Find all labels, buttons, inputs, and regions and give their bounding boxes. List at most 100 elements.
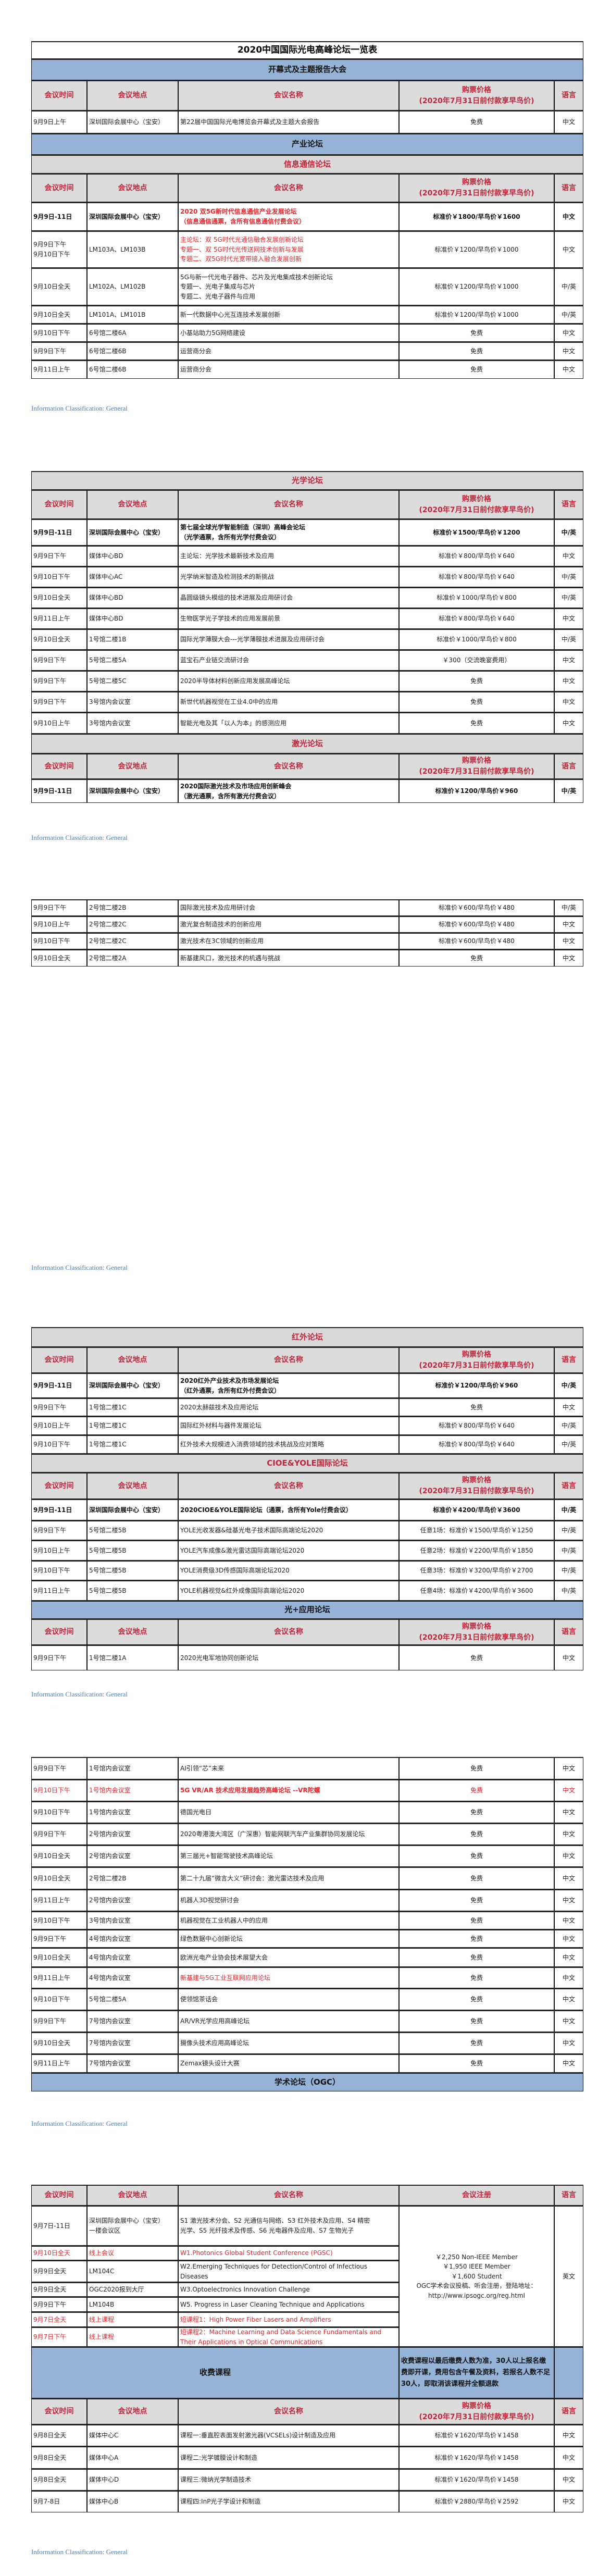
cell-place: 深圳国际会展中心（宝安） 一楼会议区 — [87, 2206, 178, 2246]
section-band-text: CIOE&YOLE国际论坛 — [267, 1458, 348, 1468]
cell-price-text: 任意3场：标准价￥3200/早鸟价￥2700 — [420, 1567, 533, 1575]
cell-lang: 中文 — [554, 1929, 583, 1948]
cell-price-text: 免费 — [470, 1403, 483, 1411]
section-band: 开幕式及主题报告大会 — [31, 59, 583, 80]
cell-time: 9月10日下午 — [31, 1435, 87, 1454]
cell-lang: 中文 — [554, 2424, 583, 2446]
cell-name-text: W5. Progress in Laser Cleaning Technique… — [180, 2300, 365, 2308]
cell-place-text: LM103A、LM103B — [89, 245, 146, 253]
header-time-text: 会议时间 — [44, 1628, 74, 1636]
cell-place: 1号馆内会议室 — [87, 1779, 178, 1801]
cell-price: 标准价￥1500/早鸟价￥1200 — [399, 519, 554, 546]
cell-time: 9月9日下午 — [31, 671, 87, 691]
cell-price-text: 标准价￥800/早鸟价￥640 — [439, 1422, 515, 1430]
header-place-text: 会议地点 — [118, 2191, 147, 2199]
header-place-text: 会议地点 — [118, 183, 147, 192]
header-name-text: 会议名称 — [274, 1356, 303, 1364]
header-name: 会议名称 — [178, 753, 399, 779]
cell-time: 9月10日全天 — [31, 629, 87, 650]
cell-price: 标准价￥1200/早鸟价￥1000 — [399, 305, 554, 324]
cell-place: 深圳国际会展中心（宝安） — [87, 779, 178, 803]
cell-price-text: 标准价￥600/早鸟价￥480 — [439, 937, 515, 945]
cell-price-text: 免费 — [470, 329, 483, 337]
cell-place: 线上会议 — [87, 2246, 178, 2260]
section-band-text: 开幕式及主题报告大会 — [268, 65, 346, 75]
cell-price-text: 免费 — [470, 1764, 483, 1772]
cell-place-text: 1号馆二楼1A — [89, 1654, 127, 1662]
cell-lang-text: 中/英 — [561, 1527, 577, 1534]
cell-place-text: 深圳国际会展中心（宝安） — [89, 787, 165, 795]
cell-place: 1号馆二楼1C — [87, 1416, 178, 1435]
cell-lang-text: 中/英 — [561, 528, 577, 536]
cell-price: 标准价￥600/早鸟价￥480 — [399, 933, 554, 949]
header-price-text: 购票价格 — [462, 1350, 491, 1359]
cell-price: 免费 — [399, 1823, 554, 1845]
cell-place-text: 深圳国际会展中心（宝安） — [89, 213, 165, 220]
header-name: 会议名称 — [178, 2398, 399, 2424]
cell-price-text: 标准价￥1620/早鸟价￥1458 — [434, 2454, 519, 2461]
cell-name: 第22届中国国际光电博览会开幕式及主题大会报告 — [178, 110, 399, 133]
cell-place-text: 6号馆二楼6A — [89, 329, 127, 337]
cell-place-text: 深圳国际会展中心（宝安） — [89, 118, 165, 126]
cell-time-text: 9月9日-11日 — [33, 1382, 72, 1390]
cell-place: 3号馆内会议室 — [87, 712, 178, 734]
cell-time-text: 9月10日上午 — [33, 719, 70, 727]
cell-lang: 中文 — [554, 933, 583, 949]
header-time-text: 会议时间 — [44, 183, 74, 192]
cell-price: 免费 — [399, 2010, 554, 2032]
cell-place: 6号馆二楼6B — [87, 342, 178, 360]
header-place-text: 会议地点 — [118, 91, 147, 100]
cell-price-text: 免费 — [470, 1974, 483, 1981]
cell-lang: 英文 — [554, 2206, 583, 2347]
cell-time-text: 9月7日-11日 — [33, 2222, 70, 2230]
cell-name: 晶圆级镜头模组的技术进展及应用研讨会 — [178, 587, 399, 608]
cell-price-text: 免费 — [470, 118, 483, 126]
cell-name-text: W1.Photonics Global Student Conference (… — [180, 2249, 333, 2257]
section-band: 红外论坛 — [31, 1327, 583, 1347]
header-place: 会议地点 — [87, 2398, 178, 2424]
section-band-text: 光+应用论坛 — [284, 1605, 330, 1615]
cell-name-text: 2020光电军地协同创新论坛 — [180, 1654, 259, 1662]
cell-time-text: 9月9日下午 — [33, 1830, 67, 1838]
cell-name: W2.Emerging Techniques for Detection/Con… — [178, 2260, 399, 2282]
cell-lang: 中文 — [554, 671, 583, 691]
cell-place-text: LM104C — [89, 2268, 115, 2275]
cell-price: 免费 — [399, 712, 554, 734]
cell-time: 9月9日全天 — [31, 2282, 87, 2297]
cell-place-text: 1号馆二楼1C — [89, 1403, 127, 1411]
header-price-text: (2020年7月31日前付款享早鸟价) — [419, 505, 534, 514]
cell-place-text: 2号馆内会议室 — [89, 1852, 131, 1860]
cell-name-text: AI引领“芯”未来 — [180, 1764, 225, 1772]
cell-price-text: 免费 — [470, 1953, 483, 1961]
cell-place: OGC2020报到大厅 — [87, 2282, 178, 2297]
cell-lang-text: 英文 — [562, 2272, 575, 2280]
cell-time: 9月10日全天 — [31, 1948, 87, 1967]
cell-time: 9月10日下午 — [31, 1988, 87, 2010]
cell-name-text: 第三届光+智能驾驶技术高峰论坛 — [180, 1852, 273, 1860]
cell-place: 线上课程 — [87, 2312, 178, 2327]
cell-name-text: S1 激光技术分会、S2 光通信与网络、S3 红外技术及应用、S4 精密 — [180, 2217, 370, 2225]
cell-price: 标准价￥1620/早鸟价￥1458 — [399, 2469, 554, 2491]
cell-time: 9月9日下午 — [31, 2297, 87, 2312]
cell-price: 免费 — [399, 110, 554, 133]
cell-name: W5. Progress in Laser Cleaning Technique… — [178, 2297, 399, 2312]
cell-place: 2号馆内会议室 — [87, 1889, 178, 1911]
header-name: 会议名称 — [178, 2185, 399, 2206]
cell-name-text: （信息通信通票，含所有信息通信付费会议） — [180, 218, 306, 225]
cell-place-text: 1号馆二楼1C — [89, 1422, 127, 1430]
header-price-text: 购票价格 — [462, 1476, 491, 1484]
cell-time: 9月9日-11日 — [31, 779, 87, 803]
cell-time: 9月9日下午 — [31, 899, 87, 916]
cell-place: LM103A、LM103B — [87, 231, 178, 268]
cell-time: 9月10日下午 — [31, 1911, 87, 1929]
cell-lang-text: 中文 — [562, 1916, 575, 1924]
header-lang: 语言 — [554, 80, 583, 110]
cell-place-text: 2号馆二楼2C — [89, 921, 127, 928]
cell-place: 7号馆内会议室 — [87, 2010, 178, 2032]
cell-time: 9月10日全天 — [31, 2032, 87, 2054]
cell-time: 9月9日下午 — [31, 1520, 87, 1540]
cell-price: 免费 — [399, 1929, 554, 1948]
header-lang: 语言 — [554, 1347, 583, 1373]
cell-place-text: 5号馆二楼5A — [89, 1996, 127, 2003]
cell-name-text: 主论坛：光学技术最新技术及应用 — [180, 552, 275, 560]
